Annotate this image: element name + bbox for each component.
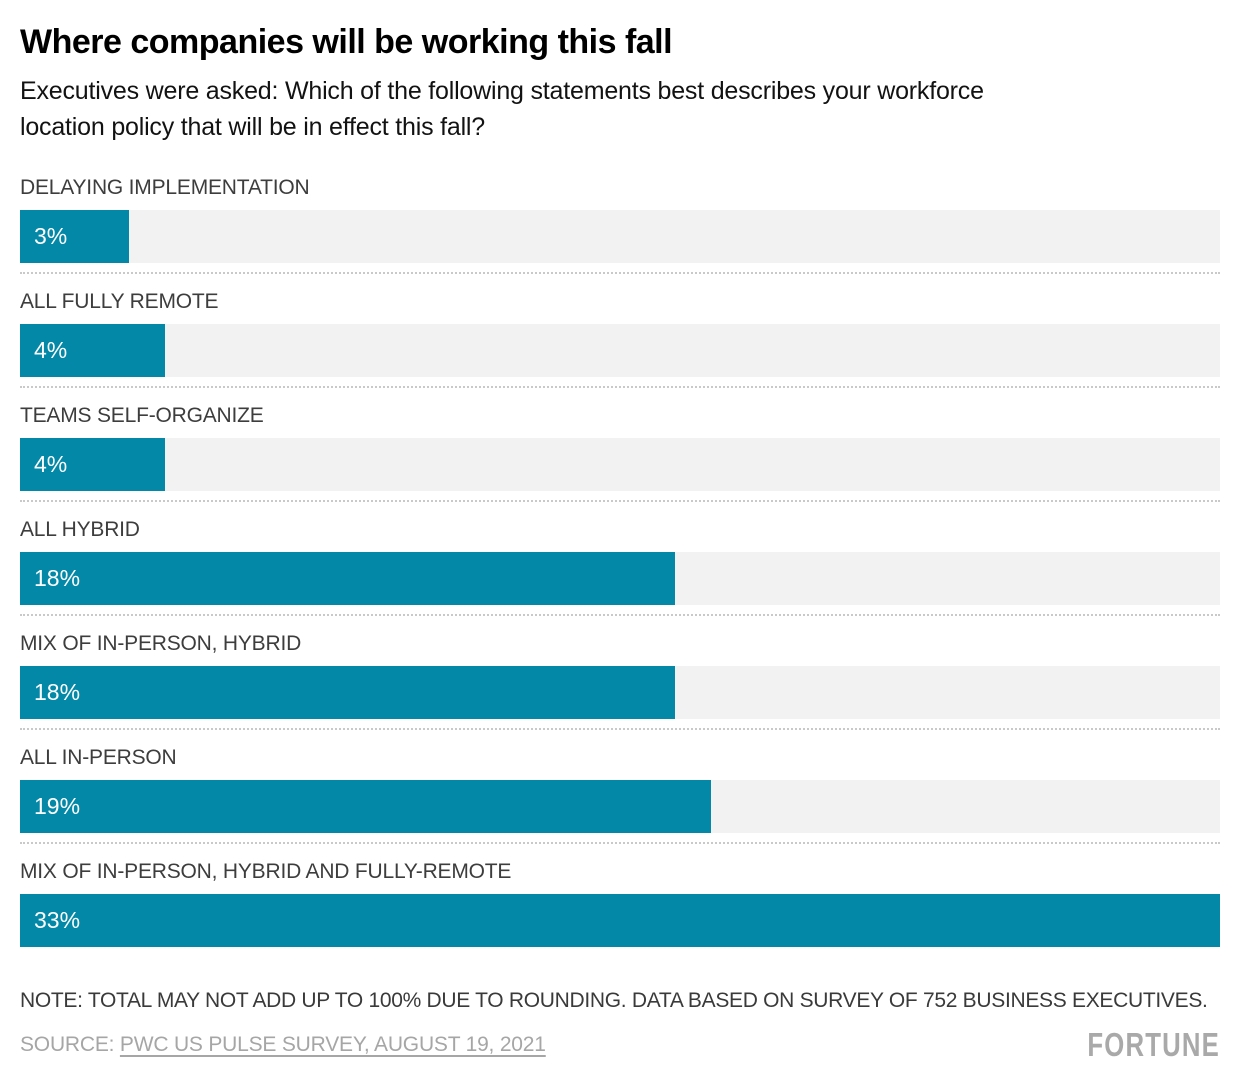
row-separator <box>20 728 1220 730</box>
bar-fill: 4% <box>20 324 166 377</box>
bar-category-label: ALL IN-PERSON <box>20 746 177 769</box>
bar-track: 18% <box>20 552 1220 605</box>
bar-row: DELAYING IMPLEMENTATION 3% <box>20 176 1220 274</box>
source-link[interactable]: PWC US PULSE SURVEY, AUGUST 19, 2021 <box>119 1033 546 1056</box>
bar-track: 4% <box>20 438 1220 491</box>
bar-category-label: MIX OF IN-PERSON, HYBRID AND FULLY-REMOT… <box>20 860 512 883</box>
bar-row: ALL FULLY REMOTE 4% <box>20 290 1220 388</box>
source-line: SOURCE: PWC US PULSE SURVEY, AUGUST 19, … <box>20 1033 546 1057</box>
bar-fill: 18% <box>20 666 675 719</box>
bar-value-label: 33% <box>34 907 81 933</box>
source-prefix: SOURCE: <box>20 1033 120 1056</box>
fortune-logo: FORTUNE <box>1087 1026 1220 1063</box>
bar-value-label: 18% <box>34 565 81 591</box>
bar-value-label: 4% <box>34 337 68 363</box>
footer-note: NOTE: TOTAL MAY NOT ADD UP TO 100% DUE T… <box>20 989 1208 1012</box>
bar-track: 4% <box>20 324 1220 377</box>
bar-value-label: 18% <box>34 679 81 705</box>
bar-track: 19% <box>20 780 1220 833</box>
page-subtitle: Executives were asked: Which of the foll… <box>20 77 984 141</box>
bar-fill: 3% <box>20 210 130 263</box>
bar-track: 18% <box>20 666 1220 719</box>
bar-chart: DELAYING IMPLEMENTATION 3% ALL FULLY REM… <box>20 176 1220 947</box>
bar-value-label: 4% <box>34 451 68 477</box>
source-row: SOURCE: PWC US PULSE SURVEY, AUGUST 19, … <box>20 1026 1220 1064</box>
bar-category-label: DELAYING IMPLEMENTATION <box>20 176 310 199</box>
bar-track: 33% <box>20 894 1220 947</box>
bar-track: 3% <box>20 210 1220 263</box>
bar-category-label: TEAMS SELF-ORGANIZE <box>20 404 264 427</box>
bar-row: ALL IN-PERSON 19% <box>20 746 1220 844</box>
bar-category-label: ALL HYBRID <box>20 518 140 541</box>
row-separator <box>20 272 1220 274</box>
row-separator <box>20 842 1220 844</box>
row-separator <box>20 614 1220 616</box>
row-separator <box>20 500 1220 502</box>
bar-value-label: 3% <box>34 223 68 249</box>
page-title: Where companies will be working this fal… <box>20 23 673 61</box>
bar-row: ALL HYBRID 18% <box>20 518 1220 616</box>
bar-row: TEAMS SELF-ORGANIZE 4% <box>20 404 1220 502</box>
bar-category-label: MIX OF IN-PERSON, HYBRID <box>20 632 302 655</box>
bar-fill: 19% <box>20 780 711 833</box>
bar-category-label: ALL FULLY REMOTE <box>20 290 219 313</box>
bar-fill: 18% <box>20 552 675 605</box>
row-separator <box>20 386 1220 388</box>
bar-row: MIX OF IN-PERSON, HYBRID 18% <box>20 632 1220 730</box>
bar-fill: 4% <box>20 438 166 491</box>
bar-fill: 33% <box>20 894 1220 947</box>
bar-row: MIX OF IN-PERSON, HYBRID AND FULLY-REMOT… <box>20 860 1220 947</box>
bar-value-label: 19% <box>34 793 81 819</box>
